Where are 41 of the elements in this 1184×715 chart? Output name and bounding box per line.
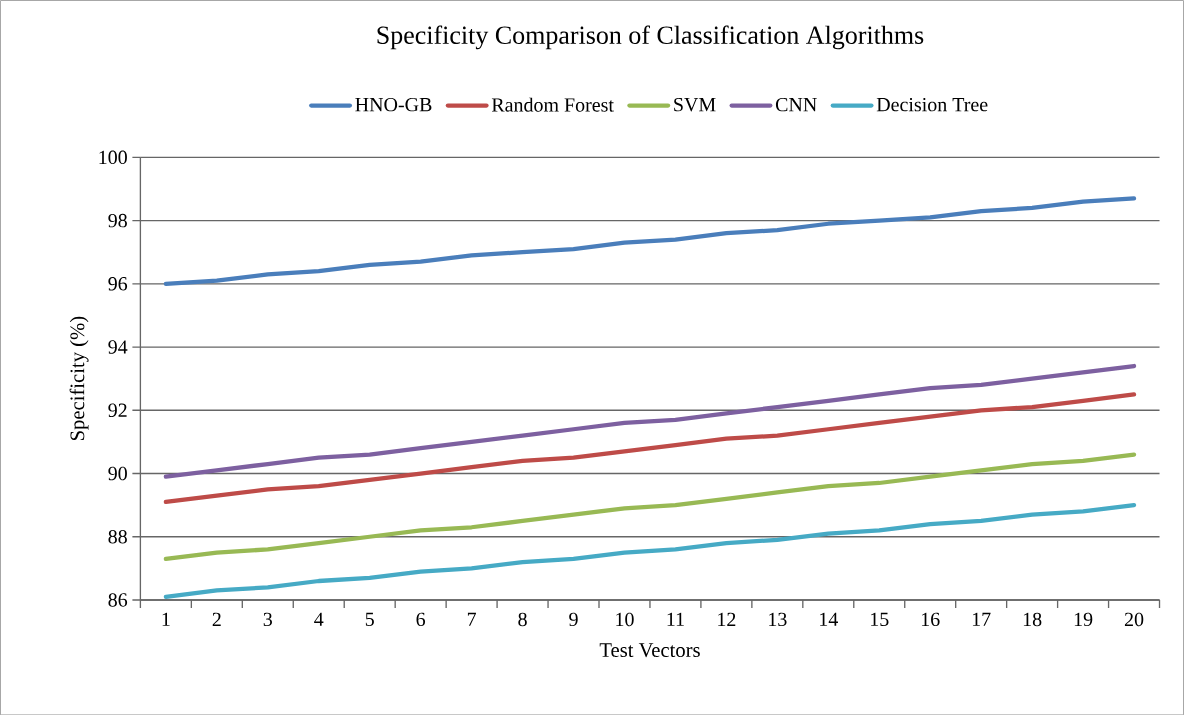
legend-label: SVM [674, 97, 716, 112]
y-tick-label: 98 [108, 213, 127, 228]
x-tick-label: 17 [972, 612, 991, 626]
x-tick-label: 2 [212, 612, 221, 626]
x-tick-label: 3 [263, 612, 272, 626]
y-tick-label: 100 [99, 150, 127, 164]
x-tick-label: 19 [1074, 612, 1093, 626]
x-tick-label: 14 [820, 612, 838, 626]
x-tick-label: 6 [416, 612, 426, 626]
legend-label: Decision Tree [876, 97, 988, 112]
x-tick-label: 8 [518, 612, 527, 626]
chart-title: Specificity Comparison of Classification Algorithms [377, 25, 924, 50]
x-tick-label: 1 [162, 612, 170, 626]
y-tick-label: 86 [108, 593, 128, 607]
x-tick-label: 15 [871, 612, 889, 626]
y-axis-title: Specificity (%) [69, 316, 89, 440]
line-series [163, 452, 1137, 561]
line-series [163, 363, 1137, 479]
x-tick-label: 13 [769, 612, 787, 626]
y-tick-label: 88 [108, 529, 127, 544]
legend-label: CNN [775, 97, 817, 112]
x-tick-label: 12 [718, 612, 736, 626]
y-tick-label: 96 [108, 276, 128, 291]
x-tick-label: 18 [1023, 612, 1042, 626]
line-series [163, 502, 1137, 599]
line-series [163, 392, 1137, 504]
x-axis-title: Test Vectors [599, 643, 700, 657]
x-tick-label: 7 [467, 612, 477, 626]
x-tick-label: 9 [569, 612, 578, 626]
y-tick-label: 90 [108, 466, 127, 481]
line-series [163, 196, 1137, 286]
x-tick-label: 5 [365, 612, 374, 626]
legend-label: HNO-GB [355, 97, 432, 112]
x-tick-label: 4 [314, 612, 324, 626]
x-tick-label: 16 [921, 612, 940, 626]
x-tick-label: 10 [616, 612, 634, 626]
y-tick-label: 94 [108, 340, 128, 354]
x-tick-label: 11 [667, 612, 684, 626]
legend-label: Random Forest [491, 97, 614, 112]
y-tick-label: 92 [108, 403, 127, 417]
x-tick-label: 20 [1124, 612, 1144, 626]
